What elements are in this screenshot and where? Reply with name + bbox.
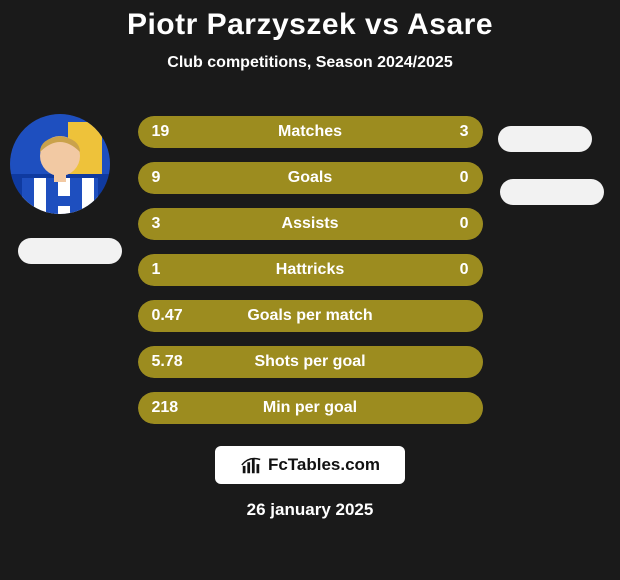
- stat-row: 5.78 Shots per goal: [138, 346, 483, 378]
- stat-value-left: 5.78: [152, 353, 183, 371]
- stat-row: 0.47 Goals per match: [138, 300, 483, 332]
- stat-fill-right: [407, 116, 483, 148]
- stat-label: Hattricks: [276, 261, 344, 279]
- fctables-label: FcTables.com: [268, 455, 380, 475]
- chart-icon: [240, 454, 262, 476]
- stats-list: 19 3 Matches 9 0 Goals 3 0 Assists 1 0 Hattricks 0.4…: [138, 116, 483, 424]
- stat-label: Shots per goal: [254, 353, 365, 371]
- page-title: Piotr Parzyszek vs Asare: [127, 8, 493, 42]
- stat-row: 3 0 Assists: [138, 208, 483, 240]
- stat-label: Goals: [288, 169, 332, 187]
- stat-value-left: 3: [152, 215, 161, 233]
- stat-value-right: 0: [460, 261, 469, 279]
- stat-label: Min per goal: [263, 399, 357, 417]
- comparison-card: Piotr Parzyszek vs Asare Club competitio…: [0, 0, 620, 580]
- stat-value-right: 3: [460, 123, 469, 141]
- player-right-name-badge-1: [498, 126, 592, 152]
- stat-value-left: 9: [152, 169, 161, 187]
- stat-value-right: 0: [460, 215, 469, 233]
- stat-row: 1 0 Hattricks: [138, 254, 483, 286]
- date-label: 26 january 2025: [247, 500, 374, 520]
- stat-row: 218 Min per goal: [138, 392, 483, 424]
- fctables-badge: FcTables.com: [215, 446, 405, 484]
- stat-value-left: 218: [152, 399, 179, 417]
- stat-value-left: 0.47: [152, 307, 183, 325]
- player-left-name-badge: [18, 238, 122, 264]
- stat-value-left: 1: [152, 261, 161, 279]
- stat-label: Assists: [282, 215, 339, 233]
- stat-row: 19 3 Matches: [138, 116, 483, 148]
- player-right-name-badge-2: [500, 179, 604, 205]
- stat-label: Matches: [278, 123, 342, 141]
- player-left-avatar: [10, 114, 110, 214]
- stat-value-left: 19: [152, 123, 170, 141]
- stat-label: Goals per match: [247, 307, 372, 325]
- stat-row: 9 0 Goals: [138, 162, 483, 194]
- stat-value-right: 0: [460, 169, 469, 187]
- subtitle: Club competitions, Season 2024/2025: [167, 54, 452, 72]
- stat-fill-left: [138, 116, 407, 148]
- player-left-avatar-image: [10, 114, 110, 214]
